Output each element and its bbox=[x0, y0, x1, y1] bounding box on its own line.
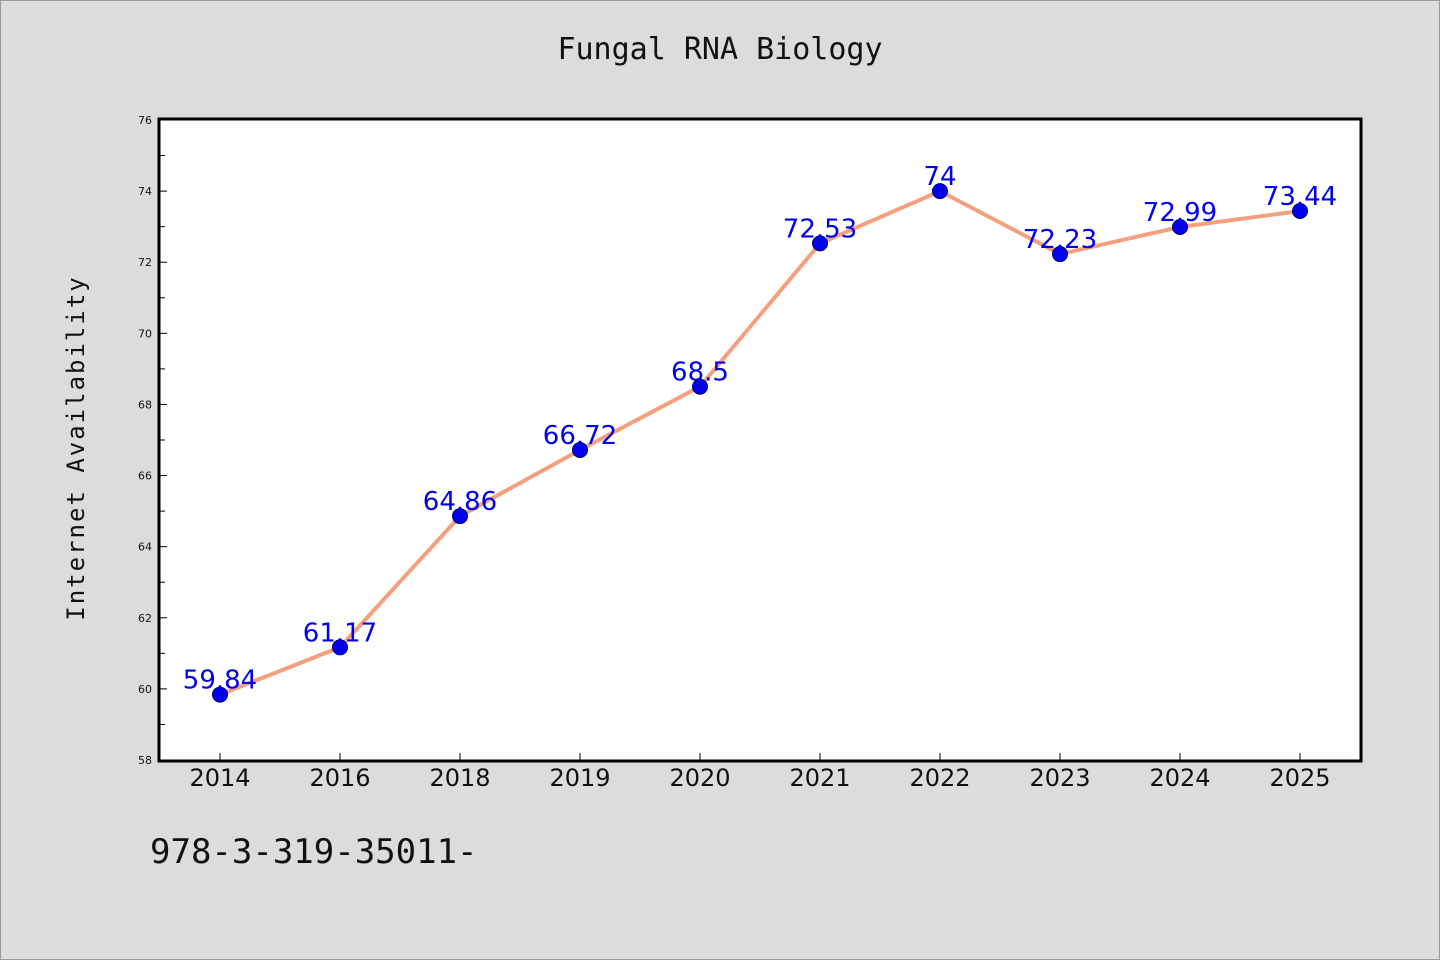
data-label: 61.17 bbox=[303, 618, 377, 648]
y-tick-label: 62 bbox=[138, 612, 152, 625]
x-tick-label: 2014 bbox=[189, 764, 250, 792]
y-tick-label: 68 bbox=[138, 398, 152, 411]
y-tick-label: 66 bbox=[138, 470, 152, 483]
x-axis: 2014 2016 2018 2019 2020 2021 2022 2023 2024 2025 bbox=[189, 753, 1331, 792]
data-label: 72.99 bbox=[1143, 198, 1217, 228]
data-label: 64.86 bbox=[423, 487, 497, 517]
data-point bbox=[1052, 246, 1068, 263]
y-tick-label: 64 bbox=[138, 541, 152, 554]
y-axis: 58 60 62 64 66 68 70 72 74 76 bbox=[138, 114, 167, 767]
data-point bbox=[812, 235, 828, 252]
data-point bbox=[332, 639, 348, 656]
data-point bbox=[212, 686, 228, 703]
data-labels: 59.84 61.17 64.86 66.72 68.5 72.53 74 72.23 72.9… bbox=[183, 162, 1337, 695]
series-markers bbox=[212, 183, 1308, 703]
x-tick-label: 2022 bbox=[909, 764, 970, 792]
y-tick-label: 74 bbox=[138, 185, 152, 198]
data-label: 66.72 bbox=[543, 421, 617, 451]
footer-code: 978-3-319-35011- bbox=[150, 832, 478, 872]
y-tick-label: 76 bbox=[138, 114, 152, 127]
x-tick-label: 2025 bbox=[1269, 764, 1330, 792]
data-label: 68.5 bbox=[671, 358, 729, 388]
data-point bbox=[932, 183, 948, 200]
data-point bbox=[692, 378, 708, 395]
x-tick-label: 2024 bbox=[1149, 764, 1210, 792]
data-label: 59.84 bbox=[183, 666, 257, 696]
y-tick-label: 72 bbox=[138, 256, 152, 269]
data-point bbox=[1172, 219, 1188, 236]
y-tick-label: 60 bbox=[138, 683, 152, 696]
chart-title: Fungal RNA Biology bbox=[557, 32, 883, 67]
data-point bbox=[1292, 203, 1308, 220]
x-tick-label: 2019 bbox=[549, 764, 610, 792]
data-point bbox=[452, 508, 468, 525]
data-label: 73.44 bbox=[1263, 182, 1337, 212]
x-tick-label: 2020 bbox=[669, 764, 730, 792]
data-point bbox=[572, 441, 588, 458]
x-tick-label: 2018 bbox=[429, 764, 490, 792]
series-line bbox=[218, 189, 1302, 697]
plot-area bbox=[157, 117, 1363, 763]
data-label: 72.53 bbox=[783, 214, 857, 244]
y-tick-label: 70 bbox=[138, 327, 152, 340]
x-tick-label: 2023 bbox=[1029, 764, 1090, 792]
x-tick-label: 2021 bbox=[789, 764, 850, 792]
y-tick-label: 58 bbox=[138, 754, 152, 767]
data-label: 72.23 bbox=[1023, 225, 1097, 255]
data-label: 74 bbox=[923, 162, 956, 192]
x-tick-label: 2016 bbox=[309, 764, 370, 792]
